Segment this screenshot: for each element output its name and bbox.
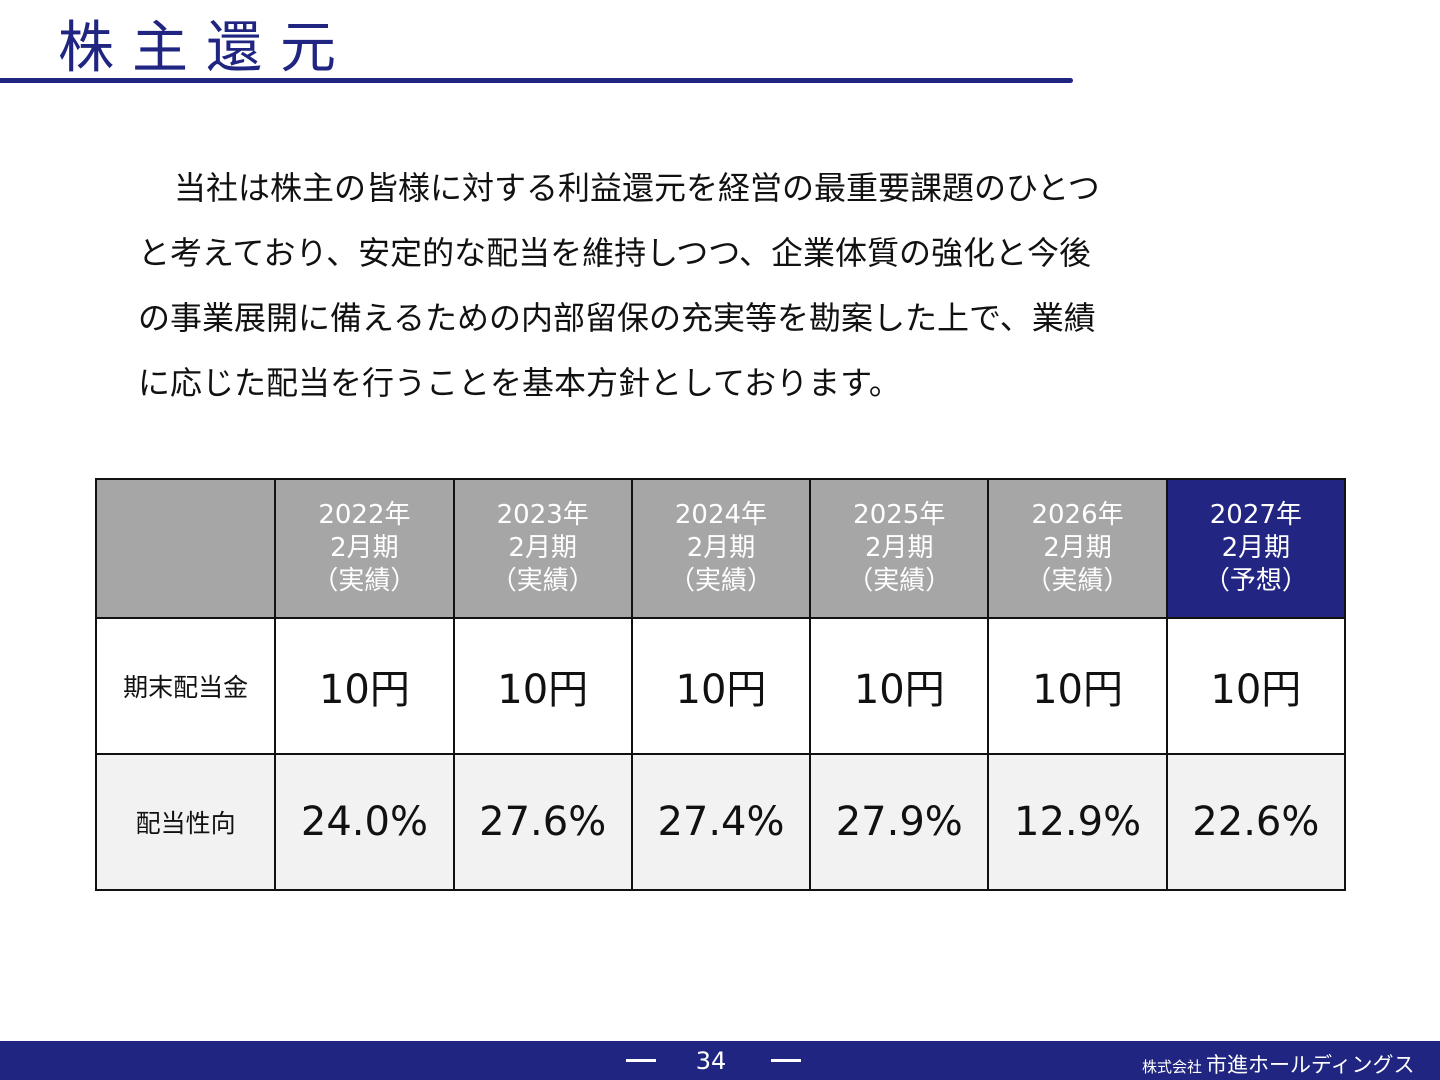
table-cell: 24.0% (274, 753, 455, 891)
policy-line: と考えており、安定的な配当を維持しつつ、企業体質の強化と今後 (138, 234, 1091, 272)
header-year: 2027年 (1209, 500, 1302, 530)
table-cell: 27.9% (809, 753, 990, 891)
header-kind: （実績） (490, 566, 595, 596)
header-period: 2月期 (686, 533, 756, 563)
company-name: 市進ホールディングス (1206, 1053, 1415, 1077)
table-cell: 10円 (630, 617, 812, 755)
table-cell: 10円 (987, 617, 1168, 755)
table-row-dividend: 期末配当金 10円 10円 10円 10円 10円 10円 (94, 617, 1347, 755)
row-label: 配当性向 (94, 753, 277, 891)
header-year: 2022年 (318, 500, 411, 530)
header-period: 2月期 (1221, 533, 1291, 563)
table-cell: 12.9% (987, 753, 1168, 891)
header-year: 2024年 (674, 500, 768, 530)
header-year: 2023年 (496, 500, 589, 530)
policy-line: の事業展開に備えるための内部留保の充実等を勘案した上で、業績 (138, 299, 1096, 337)
header-cell-fy2024: 2024年 2月期 （実績） (630, 478, 812, 619)
company-logo: 株式会社 市進ホールディングス (1142, 1049, 1415, 1077)
header-cell-fy2025: 2025年 2月期 （実績） (809, 478, 990, 619)
footer-dash-left (626, 1059, 656, 1062)
table-cell: 22.6% (1165, 753, 1347, 891)
table-cell: 10円 (274, 617, 455, 755)
table-cell: 10円 (1165, 617, 1347, 755)
table-cell: 10円 (452, 617, 633, 755)
header-kind: （実績） (668, 566, 773, 596)
page-number: 34 (695, 1047, 727, 1075)
header-kind: （実績） (1025, 566, 1130, 596)
page-title: 株主還元 (58, 16, 354, 81)
dividend-table: 2022年 2月期 （実績） 2023年 2月期 （実績） 2024年 2月期 … (94, 478, 1347, 891)
header-cell-fy2022: 2022年 2月期 （実績） (274, 478, 455, 619)
company-prefix: 株式会社 (1142, 1058, 1203, 1076)
footer-dash-right (771, 1059, 801, 1062)
header-cell-fy2026: 2026年 2月期 （実績） (987, 478, 1168, 619)
header-kind: （実績） (312, 566, 417, 596)
header-kind: （予想） (1203, 566, 1308, 596)
policy-paragraph: 当社は株主の皆様に対する利益還元を経営の最重要課題のひとつ と考えており、安定的… (138, 156, 1228, 416)
header-year: 2026年 (1031, 500, 1124, 530)
header-kind: （実績） (847, 566, 952, 596)
header-cell-fy2023: 2023年 2月期 （実績） (452, 478, 633, 619)
row-label: 期末配当金 (94, 617, 277, 755)
table-cell: 27.4% (630, 753, 812, 891)
header-period: 2月期 (1043, 533, 1112, 563)
footer-bar: 34 株式会社 市進ホールディングス (0, 1041, 1440, 1080)
header-cell-fy2027-forecast: 2027年 2月期 （予想） (1165, 478, 1347, 619)
header-period: 2月期 (864, 533, 934, 563)
table-row-payout-ratio: 配当性向 24.0% 27.6% 27.4% 27.9% 12.9% 22.6% (94, 753, 1347, 891)
policy-line: 当社は株主の皆様に対する利益還元を経営の最重要課題のひとつ (174, 169, 1100, 207)
header-period: 2月期 (508, 533, 577, 563)
table-header-row: 2022年 2月期 （実績） 2023年 2月期 （実績） 2024年 2月期 … (94, 478, 1347, 619)
table-cell: 10円 (809, 617, 990, 755)
table-cell: 27.6% (452, 753, 633, 891)
header-corner-cell (94, 478, 277, 619)
policy-line: に応じた配当を行うことを基本方針としております。 (138, 364, 901, 402)
title-underline (0, 78, 1073, 83)
header-year: 2025年 (853, 500, 946, 530)
header-period: 2月期 (330, 533, 399, 563)
